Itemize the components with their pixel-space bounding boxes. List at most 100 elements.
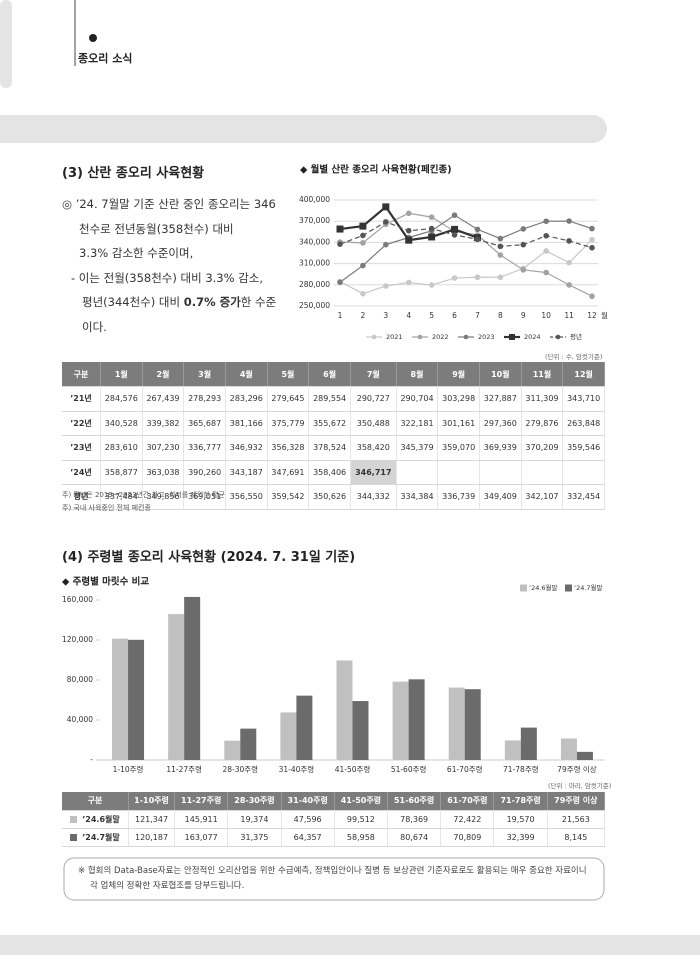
table-cell: 358,406 xyxy=(308,460,351,485)
series-line xyxy=(339,214,593,283)
bar xyxy=(392,681,409,760)
series-line xyxy=(339,221,593,249)
y-tick-label: 340,000 xyxy=(299,237,330,246)
table-cell: 303,298 xyxy=(437,386,480,412)
x-tick-label: 5 xyxy=(429,311,434,320)
table-cell: 99,512 xyxy=(334,810,389,829)
table-cell: 356,550 xyxy=(225,484,268,510)
header-cell: 41-50주령 xyxy=(334,792,389,811)
point xyxy=(566,259,572,266)
table-cell: 358,420 xyxy=(350,435,397,461)
y-tick-label: - xyxy=(90,755,93,764)
note-box xyxy=(63,857,605,901)
table-cell: 64,357 xyxy=(281,828,335,847)
chart-title: ◆ 월별 산란 종오리 사육현황(페킨종) xyxy=(300,164,452,176)
bar xyxy=(408,679,425,760)
table-cell: 381,166 xyxy=(225,411,268,436)
point xyxy=(543,232,549,239)
legend-label: 2022 xyxy=(432,333,449,341)
x-tick-label: 8 xyxy=(498,311,503,320)
table-cell: 345,379 xyxy=(396,435,439,461)
legend-marker xyxy=(463,334,469,340)
header-cell: 8월 xyxy=(396,362,439,387)
y-tick-label: 80,000 xyxy=(67,675,93,684)
point xyxy=(383,241,389,248)
header-cell: 28-30주령 xyxy=(227,792,282,811)
bullet-part: - 이는 전월(358천수) 대비 3.3% 감소, xyxy=(71,270,264,285)
y-tick-label: 370,000 xyxy=(299,216,330,225)
point xyxy=(520,226,527,232)
x-tick-label: 51-60주령 xyxy=(391,765,427,774)
corner-tab xyxy=(0,0,12,88)
table-cell: 339,382 xyxy=(142,411,185,436)
bullet-line: 천수로 전년동월(358천수) 대비 xyxy=(62,217,276,242)
table-row: 평년 337,484 349,856 369,051 356,550 359,542 350… xyxy=(62,484,605,510)
header-dot xyxy=(89,34,97,42)
bottom-band xyxy=(0,935,700,955)
legend-label: 평년 xyxy=(570,332,582,341)
x-tick-label: 11-27주령 xyxy=(166,765,202,774)
table-cell: 378,524 xyxy=(308,435,351,461)
table-row: ’21년 284,576 267,439 278,293 283,296 279,645 2… xyxy=(62,386,605,412)
legend-swatch xyxy=(70,833,78,841)
legend-swatch xyxy=(520,584,527,592)
point xyxy=(337,241,343,247)
bullet-part: 평년(344천수) 대비 xyxy=(82,295,184,309)
bar xyxy=(560,738,577,760)
legend-label: 2024 xyxy=(524,333,541,341)
row-label: ’24.7월말 xyxy=(82,832,120,842)
header-cell: 11-27주령 xyxy=(174,792,229,811)
header-cell: 3월 xyxy=(183,362,226,387)
bar xyxy=(280,712,297,760)
table-cell: 390,260 xyxy=(183,460,226,485)
row-label: ’22년 xyxy=(70,418,92,428)
note-line: 각 업체의 정확한 자료협조를 당부드립니다. xyxy=(90,881,245,891)
table-cell: 355,672 xyxy=(308,411,351,436)
table-cell: ’21년 xyxy=(62,386,101,412)
x-tick-label: 31-40주령 xyxy=(279,765,315,774)
section-title: (4) 주령별 종오리 사육현황 (2024. 7. 31일 기준) xyxy=(62,550,356,565)
table-row: ’24년 358,877 363,038 390,260 343,187 347,691 3… xyxy=(62,460,605,485)
x-tick-label: 11 xyxy=(564,311,574,320)
table-cell: 349,856 xyxy=(142,484,185,510)
table-cell: 346,932 xyxy=(225,435,268,461)
table-cell: 344,332 xyxy=(350,484,397,510)
table-cell: 370,209 xyxy=(521,435,564,461)
x-tick-label: 1 xyxy=(338,311,343,320)
table-cell: 289,554 xyxy=(308,386,351,412)
header-row: 구분 1월 2월 3월 4월 5월 6월 7월 8월 9월 10월 11월 12월 xyxy=(62,362,605,387)
empty-cell xyxy=(437,460,480,485)
bullet-part: ◎ ’24. 7월말 기준 산란 중인 종오리는 346 xyxy=(62,197,276,211)
bullet-line: ◎ ’24. 7월말 기준 산란 중인 종오리는 346 xyxy=(62,192,276,217)
point xyxy=(383,219,389,225)
table-cell: 346,717 xyxy=(350,460,397,485)
x-tick-label: 4 xyxy=(406,311,411,320)
section-title: (3) 산란 종오리 사육현황 xyxy=(62,166,205,181)
point xyxy=(337,279,343,286)
header-cell: 7월 xyxy=(350,362,397,387)
legend-label: ’24.6월말 xyxy=(529,583,558,592)
bar xyxy=(240,728,257,760)
row-label: ’24년 xyxy=(70,467,92,477)
legend-swatch xyxy=(565,584,572,592)
table-cell: 369,051 xyxy=(183,484,226,510)
table-cell: 336,777 xyxy=(183,435,226,461)
bar xyxy=(520,727,537,760)
table-cell: 356,328 xyxy=(267,435,310,461)
table-cell: 283,610 xyxy=(100,435,143,461)
table-row: ’22년 340,528 339,382 365,687 381,166 375,779 3… xyxy=(62,411,605,436)
table-cell: ’24.7월말 xyxy=(62,828,129,847)
table-cell: 347,691 xyxy=(267,460,310,485)
table-cell: 290,704 xyxy=(396,386,439,412)
table-cell: 21,563 xyxy=(547,810,606,829)
x-tick-label: 9 xyxy=(521,311,526,320)
bar xyxy=(168,614,185,760)
table-row: ’23년 283,610 307,230 336,777 346,932 356,328 3… xyxy=(62,435,605,461)
point xyxy=(428,233,436,241)
bar xyxy=(224,740,241,760)
header-cell: 구분 xyxy=(62,792,129,811)
series-line xyxy=(339,239,593,295)
table-cell: 263,848 xyxy=(562,411,605,436)
point xyxy=(451,232,458,238)
header-cell: 12월 xyxy=(562,362,605,387)
